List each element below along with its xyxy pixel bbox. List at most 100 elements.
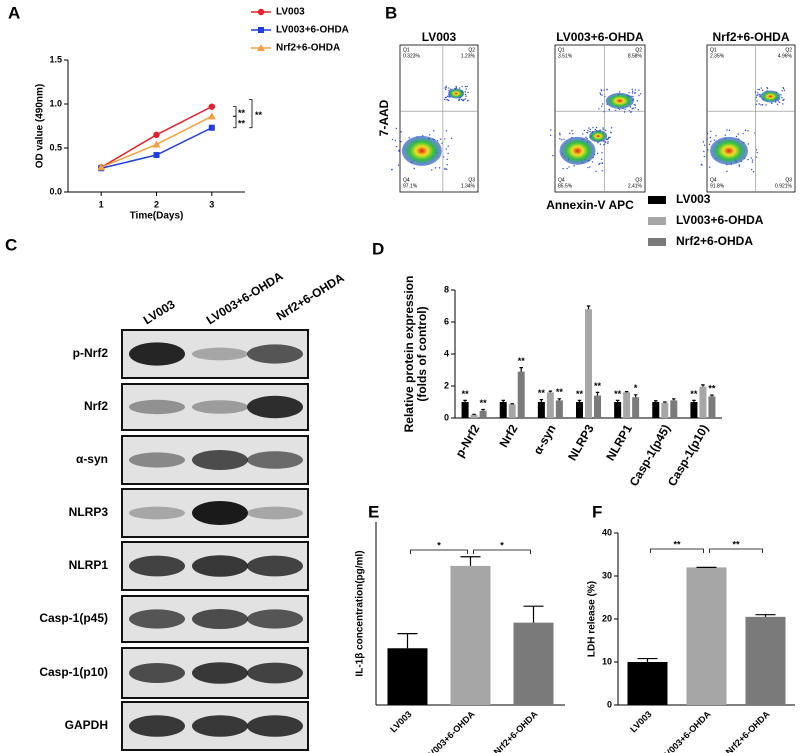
flow-dot xyxy=(400,131,402,133)
flow-y-label: 7-AAD xyxy=(377,99,391,136)
x-tick-label: Nrf2 xyxy=(496,422,520,450)
flow-dot xyxy=(710,130,712,133)
flow-dot xyxy=(766,87,769,89)
flow-dot xyxy=(443,98,446,101)
x-tick-label: p-Nrf2 xyxy=(453,422,483,460)
flow-dot xyxy=(464,93,467,96)
flow-dot xyxy=(455,87,458,89)
error-bar xyxy=(633,394,638,398)
flow-dot xyxy=(586,137,588,140)
flow-dot xyxy=(707,149,709,151)
flow-dot xyxy=(413,167,415,170)
flow-dot xyxy=(586,141,589,143)
flow-dot xyxy=(750,168,753,171)
error-bar xyxy=(510,403,514,405)
flow-dot xyxy=(706,155,708,157)
flow-dot xyxy=(569,132,571,134)
flow-dot xyxy=(583,129,586,132)
flow-dot xyxy=(633,103,636,106)
error-bar xyxy=(519,367,523,372)
error-bar xyxy=(672,398,676,401)
flow-dot xyxy=(440,138,442,140)
blot-band xyxy=(129,506,185,520)
flow-dot xyxy=(598,163,600,166)
flow-dot xyxy=(395,127,398,130)
flow-dot xyxy=(601,94,603,96)
flow-dot xyxy=(752,171,755,173)
flow-dot xyxy=(624,108,626,111)
flow-dot xyxy=(747,158,749,161)
error-bar xyxy=(692,399,696,402)
flow-dot xyxy=(759,95,761,98)
flow-dot xyxy=(728,129,731,132)
flow-dot xyxy=(559,132,561,134)
bar xyxy=(661,402,669,418)
flow-dot xyxy=(756,151,758,154)
x-tick-label: 1 xyxy=(99,199,104,209)
flow-dot xyxy=(755,156,758,158)
flow-dot xyxy=(571,130,573,132)
flow-dot xyxy=(465,95,467,97)
panel-label: B xyxy=(385,3,397,22)
flow-dot xyxy=(601,152,603,154)
flow-dot xyxy=(706,132,709,135)
protein-label: p-Nrf2 xyxy=(73,346,109,360)
flow-dot xyxy=(601,170,603,172)
flow-dot xyxy=(715,135,717,137)
legend-label: LV003+6-OHDA xyxy=(676,213,764,227)
quadrant-name: Q2 xyxy=(785,47,792,53)
flow-dot xyxy=(446,95,448,98)
error-bar xyxy=(654,400,658,402)
sig-bracket xyxy=(249,99,253,129)
x-tick-label: NLRP1 xyxy=(603,422,635,463)
flow-dot xyxy=(462,99,465,102)
flow-dot xyxy=(710,140,712,143)
blot-band xyxy=(129,452,185,468)
blot-band xyxy=(247,609,303,629)
sig-label: ** xyxy=(518,356,526,366)
error-bar xyxy=(701,384,705,387)
flow-dot xyxy=(782,103,784,105)
flow-dot xyxy=(447,99,449,101)
quadrant-value: 1.23% xyxy=(461,53,476,59)
flow-dot xyxy=(464,85,467,88)
flow-dot xyxy=(601,162,603,164)
x-tick-label: LV003 xyxy=(628,709,653,734)
flow-dot xyxy=(602,128,604,131)
flow-dot xyxy=(783,89,786,91)
flow-dot xyxy=(756,94,758,97)
flow-dot xyxy=(438,167,441,169)
flow-dot xyxy=(760,104,762,106)
sig-label: ** xyxy=(238,118,246,128)
x-tick-label: LV003+6-OHDA xyxy=(659,709,713,753)
y-tick-label: 40 xyxy=(602,527,612,537)
flow-dot xyxy=(589,128,592,130)
legend-label: LV003 xyxy=(676,192,711,206)
blot-band xyxy=(129,555,185,577)
flow-dot xyxy=(761,104,764,106)
flow-dot xyxy=(560,139,563,141)
quadrant-name: Q1 xyxy=(558,47,565,53)
quadrant-value: 0.323% xyxy=(403,53,421,59)
flow-dot xyxy=(592,126,594,129)
quadrant-value: 2.41% xyxy=(628,183,643,189)
flow-dot xyxy=(713,139,716,141)
flow-dot xyxy=(446,163,448,166)
quadrant-name: Q3 xyxy=(635,177,642,183)
flow-dot xyxy=(588,127,590,129)
bar xyxy=(708,396,716,418)
sig-bracket xyxy=(473,549,531,554)
flow-dot xyxy=(724,134,727,136)
x-tick-label: LV003+6-OHDA xyxy=(423,709,477,753)
sig-label: ** xyxy=(690,389,698,399)
flow-dot xyxy=(464,91,467,93)
flow-dot xyxy=(599,92,601,94)
flow-dot xyxy=(395,145,398,148)
flow-dot xyxy=(708,143,711,145)
error-bar xyxy=(577,399,582,402)
bar xyxy=(576,402,583,418)
blot-band xyxy=(129,609,185,629)
quadrant-name: Q3 xyxy=(468,177,475,183)
flow-dot xyxy=(756,100,758,102)
flow-dot xyxy=(594,128,597,131)
